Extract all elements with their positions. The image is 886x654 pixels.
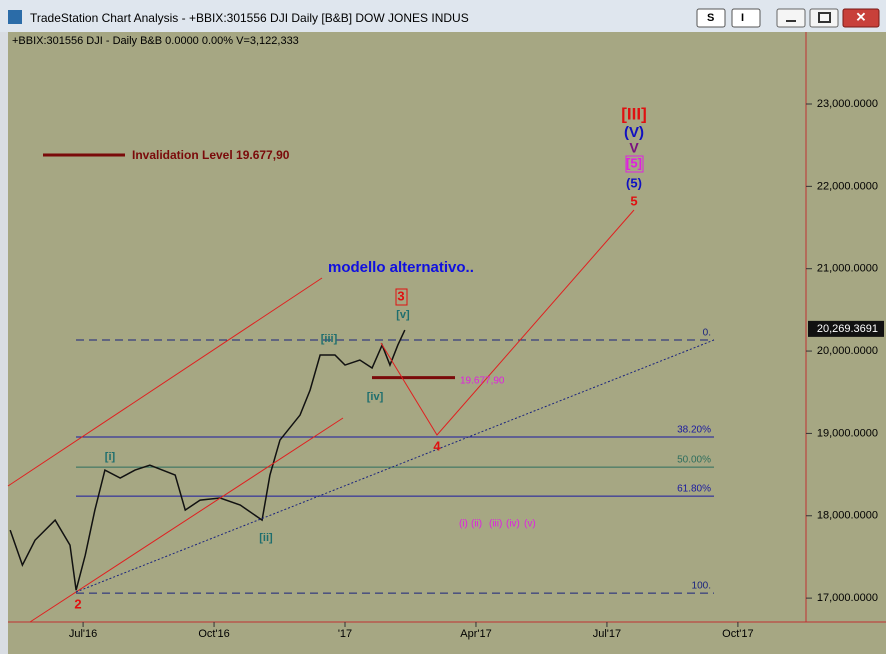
close-button[interactable] [842,8,880,28]
wave-label: 4 [433,438,441,453]
projection-line [380,209,635,436]
s-button-label[interactable]: S [707,12,714,24]
x-tick-label: Apr'17 [460,628,491,640]
y-tick-label: 20,000.0000 [817,345,878,357]
wave-label: [5] [626,155,642,170]
label-box [625,155,644,173]
y-tick-label: 23,000.0000 [817,98,878,110]
fib-label: 100. [692,581,711,592]
y-tick-label: 19,000.0000 [817,427,878,439]
i-button-label[interactable]: I [741,12,744,24]
chart-background [8,32,886,654]
maximize-icon [818,12,831,23]
y-tick-label: 22,000.0000 [817,180,878,192]
last-price-box [808,320,884,337]
wave-label: [i] [105,451,116,463]
wave-label: V [629,140,639,156]
wave-label: (V) [624,124,644,141]
app-icon [8,10,22,24]
x-tick-label: '17 [338,628,352,640]
plot: 17,000.0000 18,000.0000 19,000.0000 20,000.… [9,98,884,640]
s-button[interactable] [696,8,726,28]
annotation: 19.677,90 [460,376,505,387]
wave-label: (iv) [506,519,520,530]
label-box [395,288,408,306]
wave-label: 3 [397,288,404,303]
minimize-button[interactable] [776,8,806,28]
x-tick-label: Oct'17 [722,628,753,640]
chart-legend: +BBIX:301556 DJI - Daily B&B 0.0000 0.00… [12,35,299,47]
wave-label: [III] [621,104,647,123]
wave-label: [ii] [259,532,273,544]
fib-label: 50.00% [677,455,711,466]
wave-label: (ii) [471,519,482,530]
fib-label: 61.80% [677,484,711,495]
window-title: TradeStation Chart Analysis - +BBIX:3015… [30,11,469,25]
y-tick-label: 21,000.0000 [817,263,878,275]
maximize-button[interactable] [809,8,839,28]
wave-label: (v) [524,519,536,530]
wave-label: 2 [74,596,81,611]
wave-label: (i) [459,519,468,530]
wave-label: (5) [626,175,642,190]
wave-label: [iv] [367,391,384,403]
annotation: Invalidation Level 19.677,90 [132,148,290,162]
fib-label: 38.20% [677,425,711,436]
close-icon: ✕ [856,9,867,24]
annotation: modello alternativo.. [328,259,474,276]
fib-label: 0. [703,328,711,339]
channel-line [7,277,323,487]
x-tick-label: Oct'16 [198,628,229,640]
y-tick-label: 18,000.0000 [817,510,878,522]
i-button[interactable] [731,8,761,28]
wave-label: [iii] [321,333,338,345]
last-price-label: 20,269.3691 [817,323,878,335]
wave-label: 5 [630,193,637,208]
x-tick-label: Jul'16 [69,628,97,640]
wave-label: (iii) [489,519,502,530]
channel-line [29,417,344,623]
wave-label: [v] [396,309,410,321]
x-tick-label: Jul'17 [593,628,621,640]
y-tick-label: 17,000.0000 [817,592,878,604]
